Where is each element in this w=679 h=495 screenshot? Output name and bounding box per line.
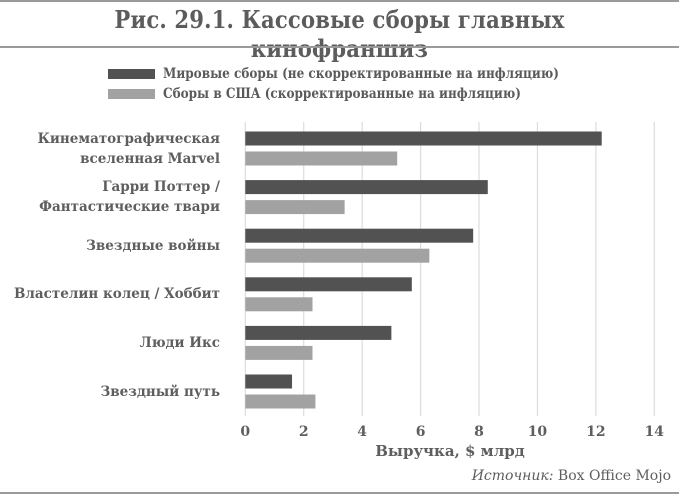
x-tick-label: 14 <box>644 424 665 440</box>
bar-world <box>245 180 488 195</box>
x-axis-label: Выручка, $ млрд <box>375 442 525 460</box>
bar-world <box>245 131 602 146</box>
x-tick-label: 2 <box>298 424 309 440</box>
category-label-line: Люди Икс <box>139 334 220 351</box>
bar-us <box>245 248 430 263</box>
bar-us <box>245 345 313 360</box>
category-label-line: вселенная Marvel <box>80 150 220 167</box>
category-label: Звездные войны <box>86 236 220 256</box>
category-label: Звездный путь <box>101 382 221 402</box>
bar-us <box>245 200 345 215</box>
legend: Мировые сборы (не скорректированные на и… <box>108 64 623 104</box>
category-label-line: Фантастические твари <box>39 199 220 216</box>
figure-title: Рис. 29.1. Кассовые сборы главных кинофр… <box>114 5 565 63</box>
x-tick-label: 12 <box>586 424 606 440</box>
x-tick-label: 8 <box>474 424 484 440</box>
top-rule <box>0 0 679 2</box>
bar-world <box>245 228 474 243</box>
bar-world <box>245 277 412 292</box>
legend-swatch-world <box>108 69 155 79</box>
bar-world <box>245 325 392 340</box>
x-tick-label: 0 <box>240 424 251 440</box>
bar-us <box>245 297 313 312</box>
bottom-rule <box>0 492 679 494</box>
category-label-line: Властелин колец / Хоббит <box>14 286 220 303</box>
category-label-line: Звездный путь <box>100 383 221 400</box>
legend-label-us: Сборы в США (скорректированные на инфляц… <box>163 86 521 102</box>
legend-item-world: Мировые сборы (не скорректированные на и… <box>108 64 623 84</box>
bar-us <box>245 151 398 166</box>
legend-label-world: Мировые сборы (не скорректированные на и… <box>163 66 559 82</box>
legend-item-us: Сборы в США (скорректированные на инфляц… <box>108 84 623 104</box>
category-label-line: Кинематографическая <box>37 130 220 147</box>
category-label-line: Гарри Поттер / <box>102 179 220 196</box>
category-label: Люди Икс <box>140 333 220 353</box>
bar-us <box>245 394 316 409</box>
category-label-line: Звездные войны <box>86 237 220 254</box>
title-rule <box>0 46 679 48</box>
bar-world <box>245 374 293 389</box>
category-label: Властелин колец / Хоббит <box>14 284 220 304</box>
legend-swatch-us <box>108 89 155 99</box>
source-note: Источник: Box Office Mojo <box>472 468 671 484</box>
category-label: Гарри Поттер / Фантастические твари <box>39 177 220 217</box>
source-name: Box Office Mojo <box>557 468 671 484</box>
category-label: Кинематографическая вселенная Marvel <box>38 129 220 169</box>
source-prefix: Источник: <box>471 468 554 484</box>
x-tick-label: 4 <box>357 424 368 440</box>
x-tick-label: 6 <box>415 424 426 440</box>
x-tick-label: 10 <box>527 424 548 440</box>
